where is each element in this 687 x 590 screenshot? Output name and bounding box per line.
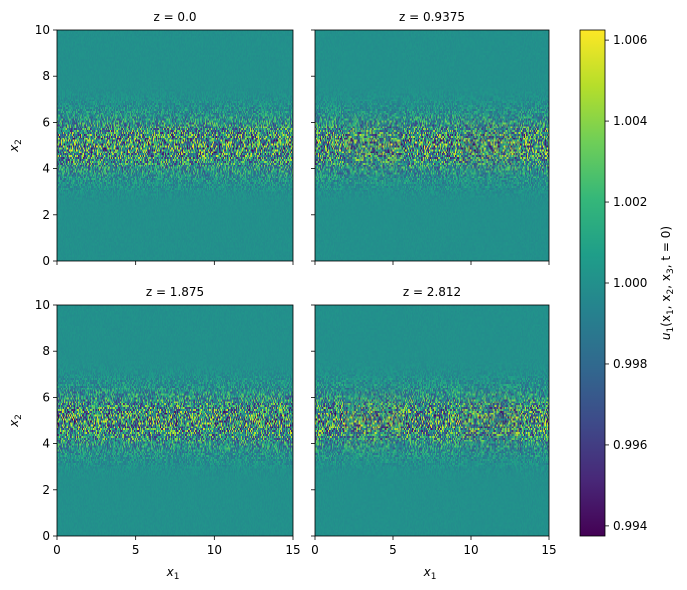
axes-frame — [56, 304, 294, 537]
subplot-4: z = 2.812 0 5 10 15 x1 — [311, 285, 557, 582]
colorbar-tick-label: 1.002 — [613, 195, 647, 209]
subplot-title: z = 0.9375 — [399, 10, 465, 24]
subplot-title: z = 0.0 — [153, 10, 196, 24]
x-tick-label: 15 — [285, 543, 300, 557]
colorbar-tick-label: 1.004 — [613, 114, 647, 128]
heatmap-image — [57, 30, 293, 261]
heatmap-image — [315, 305, 549, 536]
heatmap-image — [315, 30, 549, 261]
subplot-title: z = 2.812 — [403, 285, 461, 299]
subplot-1: z = 0.0 0 2 4 6 8 10 x2 — [7, 10, 294, 268]
axes-frame — [314, 29, 550, 262]
axes-frame — [314, 304, 550, 537]
y-tick-label: 0 — [42, 254, 50, 268]
heatmap-image — [57, 305, 293, 536]
y-tick-label: 8 — [42, 344, 50, 358]
colorbar-tick-label: 0.998 — [613, 357, 647, 371]
x-tick-label: 10 — [463, 543, 478, 557]
y-axis-label: x2 — [7, 139, 24, 153]
colorbar-label: u1(x1, x2, x3, t = 0) — [659, 226, 676, 340]
y-tick-label: 10 — [35, 23, 50, 37]
x-tick-label: 5 — [132, 543, 140, 557]
x-tick-label: 5 — [389, 543, 397, 557]
y-tick-label: 2 — [42, 208, 50, 222]
subplot-2: z = 0.9375 — [311, 10, 550, 265]
colorbar-gradient — [579, 29, 606, 537]
axes-frame — [56, 29, 294, 262]
x-axis-label: x1 — [166, 565, 180, 582]
y-tick-label: 0 — [42, 529, 50, 543]
x-tick-label: 15 — [541, 543, 556, 557]
x-axis-label: x1 — [423, 565, 437, 582]
colorbar-tick-label: 0.994 — [613, 519, 647, 533]
y-axis-label: x2 — [7, 414, 24, 428]
subplot-3: z = 1.875 0 2 4 6 8 10 0 5 10 15 x2 x1 — [7, 285, 301, 582]
y-tick-label: 6 — [42, 115, 50, 129]
colorbar-tick-label: 1.000 — [613, 276, 647, 290]
x-tick-label: 0 — [311, 543, 319, 557]
panels-layer: z = 0.0 0 2 4 6 8 10 x2 z = 0.9375 z = 1.875 0 2 4 6 8… — [7, 10, 557, 582]
y-tick-label: 2 — [42, 483, 50, 497]
y-tick-label: 10 — [35, 298, 50, 312]
colorbar: 0.994 0.996 0.998 1.000 1.002 1.004 1.006 u1(x1… — [579, 29, 676, 537]
y-tick-label: 6 — [42, 390, 50, 404]
subplot-title: z = 1.875 — [146, 285, 204, 299]
y-tick-label: 4 — [42, 162, 50, 176]
colorbar-tick-label: 0.996 — [613, 438, 647, 452]
x-tick-label: 10 — [207, 543, 222, 557]
colorbar-tick-label: 1.006 — [613, 33, 647, 47]
y-tick-label: 4 — [42, 437, 50, 451]
y-tick-label: 8 — [42, 69, 50, 83]
x-tick-label: 0 — [53, 543, 61, 557]
